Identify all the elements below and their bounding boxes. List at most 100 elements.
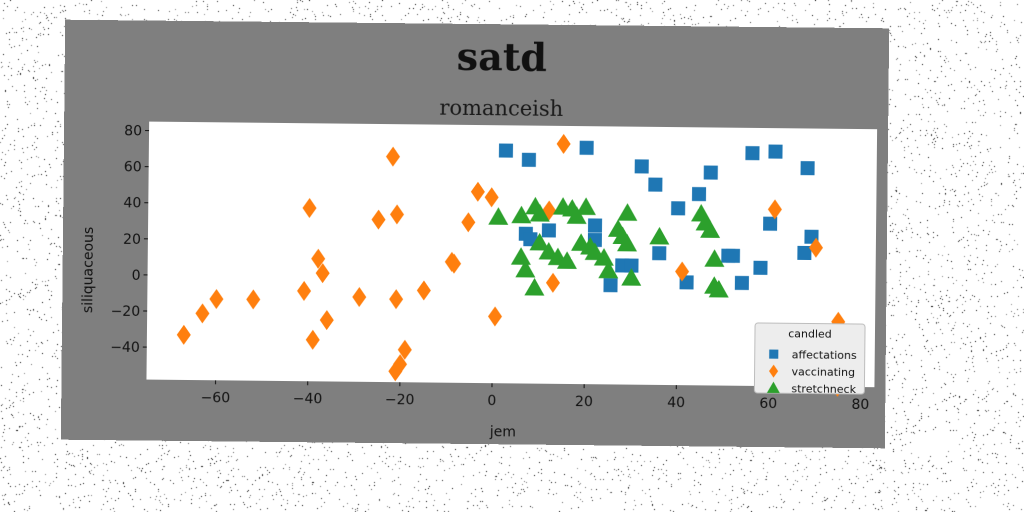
affectations-point bbox=[768, 144, 783, 159]
vaccinating-point bbox=[447, 253, 462, 274]
vaccinating-point bbox=[246, 289, 261, 310]
stretchneck-point bbox=[704, 249, 725, 267]
vaccinating-point bbox=[386, 146, 401, 167]
chart-figure: satd romanceish −60 −40 −20 0 20 40 60 80 −40 −20… bbox=[60, 19, 890, 449]
vaccinating-point bbox=[461, 212, 476, 233]
stretchneck-point bbox=[529, 232, 550, 251]
scatter-chart: satd romanceish −60 −40 −20 0 20 40 60 80 −40 −20… bbox=[80, 34, 878, 440]
stretchneck-point bbox=[515, 259, 536, 278]
y-tick-label: 20 bbox=[123, 232, 141, 248]
affectations-point bbox=[541, 223, 556, 238]
affectations-point bbox=[521, 152, 536, 167]
stretchneck-point bbox=[621, 268, 642, 286]
stretchneck-point bbox=[700, 220, 721, 238]
vaccinating-point bbox=[808, 237, 823, 258]
vaccinating-point bbox=[393, 354, 408, 375]
stretchneck-point bbox=[617, 203, 638, 221]
vaccinating-point bbox=[470, 181, 485, 202]
vaccinating-point bbox=[371, 209, 386, 230]
legend: candled affectations vaccinating stretchne… bbox=[753, 322, 866, 396]
affectations-point bbox=[734, 275, 749, 291]
vaccinating-point bbox=[675, 261, 690, 282]
data-marks bbox=[176, 133, 846, 397]
affectations-point bbox=[725, 248, 741, 263]
affectations-point bbox=[603, 278, 618, 293]
x-tick-label: 0 bbox=[487, 393, 496, 409]
vaccinating-point bbox=[176, 324, 191, 345]
affectations-point bbox=[652, 246, 667, 261]
vaccinating-point bbox=[488, 306, 503, 327]
stretchneck-point bbox=[524, 278, 545, 296]
vaccinating-point bbox=[302, 198, 317, 219]
stretchneck-point bbox=[511, 205, 532, 224]
affectations-point bbox=[579, 140, 594, 155]
legend-box bbox=[753, 322, 866, 395]
affectations-point bbox=[671, 201, 686, 216]
legend-label-stretchneck: stretchneck bbox=[791, 382, 856, 396]
x-tick-label: −40 bbox=[293, 391, 323, 407]
x-tick-label: −20 bbox=[385, 392, 415, 408]
vaccinating-point bbox=[297, 281, 312, 302]
vaccinating-point bbox=[195, 303, 210, 324]
affectations-point bbox=[763, 216, 778, 231]
affectations-point bbox=[745, 146, 760, 161]
affectations-point bbox=[703, 165, 718, 180]
y-tick-label: 40 bbox=[123, 196, 141, 212]
vaccinating-point bbox=[209, 289, 224, 310]
affectations-point bbox=[624, 258, 639, 273]
x-tick-label: 20 bbox=[575, 394, 593, 410]
stretchneck-point bbox=[510, 247, 531, 265]
affectations-point bbox=[587, 218, 603, 233]
x-axis-label: jem bbox=[489, 424, 516, 440]
legend-title: candled bbox=[788, 327, 832, 340]
vaccinating-point bbox=[311, 248, 326, 269]
affectations-point bbox=[797, 245, 812, 261]
vaccinating-point bbox=[545, 272, 560, 293]
legend-marker-affectations bbox=[769, 349, 779, 359]
affectations-point bbox=[648, 177, 663, 192]
y-tick-label: 0 bbox=[132, 268, 141, 284]
legend-label-vaccinating: vaccinating bbox=[792, 365, 856, 379]
x-tick-label: 40 bbox=[667, 395, 685, 411]
affectations-point bbox=[753, 260, 768, 275]
vaccinating-point bbox=[390, 204, 405, 225]
vaccinating-point bbox=[305, 329, 320, 350]
stretchneck-point bbox=[566, 206, 587, 224]
y-axis-label: siliquaceous bbox=[80, 227, 97, 314]
stretchneck-point bbox=[556, 251, 577, 269]
stretchneck-point bbox=[649, 226, 670, 245]
affectations-point bbox=[691, 187, 707, 202]
affectations-point bbox=[498, 143, 514, 158]
vaccinating-point bbox=[352, 286, 367, 307]
chart-title: satd bbox=[457, 34, 548, 80]
x-tick-label: 60 bbox=[759, 396, 777, 412]
stretchneck-point bbox=[488, 207, 509, 225]
vaccinating-point bbox=[416, 280, 431, 301]
axis-ticks: −60 −40 −20 0 20 40 60 80 −40 −20 0 20 40 60 80 bbox=[110, 123, 869, 413]
vaccinating-point bbox=[484, 187, 499, 208]
legend-marker-stretchneck bbox=[766, 381, 780, 394]
vaccinating-point bbox=[397, 339, 412, 360]
stretchneck-point bbox=[575, 197, 596, 215]
affectations-point bbox=[800, 161, 815, 176]
y-tick-label: 60 bbox=[124, 159, 142, 175]
legend-marker-vaccinating bbox=[769, 364, 779, 378]
x-tick-label: 80 bbox=[851, 397, 869, 413]
vaccinating-point bbox=[556, 133, 571, 154]
stretchneck-point bbox=[529, 204, 550, 222]
stretchneck-point bbox=[598, 260, 619, 279]
legend-items: affectations vaccinating stretchneck bbox=[766, 348, 857, 396]
legend-label-affectations: affectations bbox=[792, 348, 857, 362]
vaccinating-point bbox=[319, 310, 334, 331]
chart-subtitle: romanceish bbox=[439, 96, 563, 121]
stretchneck-point bbox=[593, 248, 614, 266]
y-tick-label: −20 bbox=[111, 304, 141, 320]
vaccinating-point bbox=[389, 289, 404, 310]
stretchneck-point bbox=[708, 279, 729, 298]
y-tick-label: −40 bbox=[110, 340, 140, 356]
stretchneck-point bbox=[617, 233, 638, 252]
vaccinating-point bbox=[767, 199, 782, 220]
affectations-point bbox=[634, 159, 649, 174]
vaccinating-point bbox=[315, 263, 330, 284]
x-tick-label: −60 bbox=[201, 390, 231, 406]
